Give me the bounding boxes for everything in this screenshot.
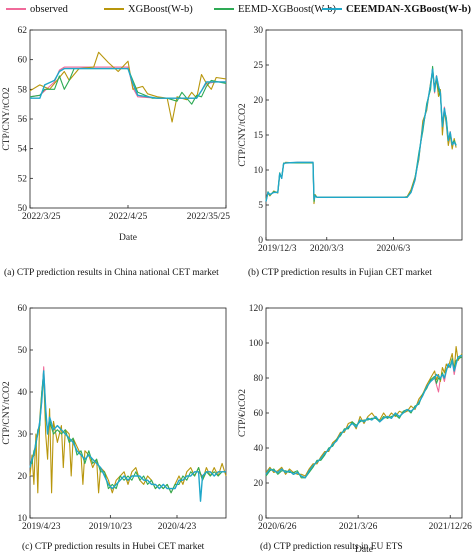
y-tick-label-d-5: 100	[249, 339, 264, 349]
legend-item-xgboost: XGBoost(W-b)	[104, 2, 193, 16]
chart-legend: observed XGBoost(W-b) EEMD-XGBoost(W-b) …	[0, 0, 474, 18]
y-tick-label-a-5: 60	[18, 56, 28, 66]
y-tick-label-b-0: 0	[258, 236, 263, 246]
y-tick-label-c-4: 50	[18, 346, 28, 356]
legend-label-xgboost: XGBoost(W-b)	[128, 3, 193, 15]
y-axis-label-d: CTP/€/tCO2	[238, 389, 248, 437]
y-tick-label-a-4: 58	[18, 85, 28, 95]
x-tick-label-b-2: 2020/6/3	[377, 244, 411, 254]
legend-swatch-ceemdan	[322, 8, 342, 10]
series-line-c-xgboost	[29, 374, 227, 494]
plot-frame-d	[265, 307, 463, 519]
y-tick-label-d-2: 40	[254, 444, 264, 454]
y-tick-label-b-2: 10	[254, 166, 264, 176]
x-tick-label-c-1: 2019/10/23	[89, 522, 133, 532]
y-tick-label-b-6: 30	[254, 26, 264, 36]
y-axis-label-a: CTP/CNY/tCO2	[2, 87, 12, 151]
x-axis-label-d: Date	[355, 545, 373, 555]
legend-item-ceemdan: CEEMDAN-XGBoost(W-b)	[322, 2, 471, 16]
caption-a: (a) CTP prediction results in China nati…	[4, 268, 219, 278]
y-tick-label-c-0: 10	[18, 514, 28, 524]
x-axis-label-a: Date	[119, 233, 137, 243]
y-tick-label-c-5: 60	[18, 304, 28, 314]
y-tick-label-b-1: 5	[258, 201, 263, 211]
y-axis-label-b: CTP/CNY/tCO2	[238, 103, 248, 167]
caption-b: (b) CTP prediction results in Fujian CET…	[248, 268, 432, 278]
y-tick-label-b-5: 25	[254, 61, 264, 71]
legend-label-eemd: EEMD-XGBoost(W-b)	[238, 3, 336, 15]
series-line-a-eemd	[29, 68, 227, 105]
plot-frame-c	[29, 307, 227, 519]
x-tick-label-b-0: 2019/12/3	[258, 244, 297, 254]
y-tick-label-a-0: 50	[18, 204, 28, 214]
caption-c: (c) CTP prediction results in Hubei CET …	[22, 542, 205, 552]
legend-item-observed: observed	[6, 2, 68, 16]
y-tick-label-b-3: 15	[254, 131, 264, 141]
x-tick-label-c-0: 2019/4/23	[22, 522, 61, 532]
y-tick-label-c-2: 30	[18, 430, 28, 440]
x-tick-label-d-2: 2021/12/26	[429, 522, 473, 532]
y-tick-label-d-4: 80	[254, 374, 264, 384]
y-tick-label-a-2: 54	[18, 145, 28, 155]
x-tick-label-a-0: 2022/3/25	[22, 212, 61, 222]
legend-swatch-observed	[6, 8, 26, 10]
x-tick-label-d-1: 2021/3/26	[339, 522, 378, 532]
x-tick-label-b-1: 2020/3/3	[310, 244, 344, 254]
y-tick-label-d-6: 120	[249, 304, 264, 314]
y-tick-label-a-3: 56	[18, 115, 28, 125]
legend-item-eemd: EEMD-XGBoost(W-b)	[214, 2, 336, 16]
y-tick-label-b-4: 20	[254, 96, 264, 106]
x-tick-label-a-1: 2022/4/25	[109, 212, 148, 222]
legend-label-observed: observed	[30, 3, 68, 15]
series-line-d-ceemdan	[265, 354, 463, 479]
y-tick-label-c-3: 40	[18, 388, 28, 398]
y-tick-label-d-1: 20	[254, 479, 264, 489]
legend-label-ceemdan: CEEMDAN-XGBoost(W-b)	[346, 3, 472, 15]
caption-d: (d) CTP prediction results in EU ETS	[260, 542, 403, 552]
series-line-c-ceemdan	[29, 370, 226, 502]
y-tick-label-c-1: 20	[18, 472, 28, 482]
x-tick-label-d-0: 2020/6/26	[258, 522, 297, 532]
y-tick-label-a-6: 62	[18, 26, 28, 36]
series-line-a-xgboost	[29, 51, 227, 123]
series-line-d-xgboost	[265, 345, 463, 477]
series-line-a-ceemdan	[30, 67, 226, 99]
y-tick-label-d-0: 0	[258, 514, 263, 524]
x-tick-label-a-2: 2022/35/25	[187, 212, 231, 222]
legend-swatch-xgboost	[104, 8, 124, 10]
y-tick-label-d-3: 60	[254, 409, 264, 419]
legend-swatch-eemd	[214, 8, 234, 10]
y-axis-label-c: CTP/CNY/tCO2	[2, 381, 12, 445]
y-tick-label-a-1: 52	[18, 174, 28, 184]
series-line-b-ceemdan	[265, 68, 457, 202]
x-tick-label-c-2: 2020/4/23	[158, 522, 197, 532]
